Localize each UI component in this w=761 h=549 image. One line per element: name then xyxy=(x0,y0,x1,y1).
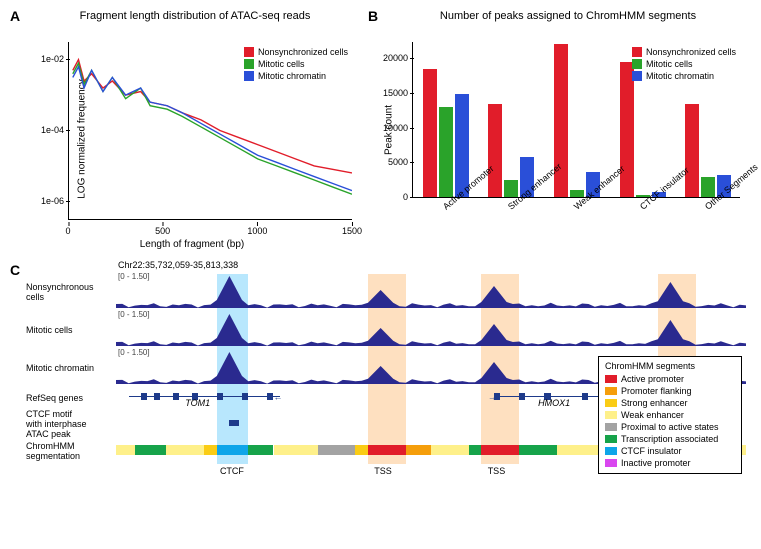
legend-item: Promoter flanking xyxy=(605,385,735,397)
bar xyxy=(488,104,502,197)
line-series xyxy=(73,67,352,191)
panel-a-label: A xyxy=(10,8,20,24)
panel-b-ytick: 15000 xyxy=(376,88,408,98)
panel-b-ytick: 20000 xyxy=(376,53,408,63)
legend-header: ChromHMM segments xyxy=(605,361,735,371)
signal-track: [0 - 1.50] xyxy=(116,272,746,308)
legend-item: Weak enhancer xyxy=(605,409,735,421)
legend-item: Mitotic cells xyxy=(244,58,348,70)
panel-a: A Fragment length distribution of ATAC-s… xyxy=(8,8,358,254)
gene-name: HMOX1 xyxy=(538,398,570,408)
legend-item: Mitotic cells xyxy=(632,58,736,70)
panel-a-title: Fragment length distribution of ATAC-seq… xyxy=(32,10,358,22)
panel-c-label: C xyxy=(10,262,20,278)
bar-group xyxy=(620,62,666,197)
panel-b: B Number of peaks assigned to ChromHMM s… xyxy=(366,8,746,254)
panel-a-xtick: 1500 xyxy=(342,226,362,236)
panel-a-ytick: 1e-06 xyxy=(34,196,64,206)
panel-a-chart: LOG normalized frequency 1e-061e-041e-02… xyxy=(26,24,358,254)
signal-svg xyxy=(116,272,746,308)
panel-b-chart: Peak count 05000100001500020000 Active p… xyxy=(366,24,746,254)
track-range: [0 - 1.50] xyxy=(118,310,150,319)
signal-track: [0 - 1.50] xyxy=(116,310,746,346)
bar xyxy=(423,69,437,197)
panel-c-row-labels: NonsynchronouscellsMitotic cellsMitotic … xyxy=(26,260,116,478)
bar xyxy=(620,62,634,197)
legend-item: Mitotic chromatin xyxy=(244,70,348,82)
panel-a-xtick: 500 xyxy=(155,226,170,236)
bar xyxy=(439,107,453,197)
track-range: [0 - 1.50] xyxy=(118,272,150,281)
panel-b-ytick: 0 xyxy=(376,192,408,202)
legend-item: Inactive promoter xyxy=(605,457,735,469)
panel-b-label: B xyxy=(368,8,378,24)
row-label: Mitotic cells xyxy=(26,312,116,350)
panel-c: C NonsynchronouscellsMitotic cellsMitoti… xyxy=(8,260,746,478)
panel-b-ytick: 10000 xyxy=(376,123,408,133)
bar xyxy=(685,104,699,197)
legend-item: Active promoter xyxy=(605,373,735,385)
highlight-label: CTCF xyxy=(220,466,244,476)
row-label: CTCF motifwith interphaseATAC peak xyxy=(26,410,116,440)
highlight-label: TSS xyxy=(488,466,506,476)
track-range: [0 - 1.50] xyxy=(118,348,150,357)
bar-group xyxy=(488,104,534,197)
panel-a-ytick: 1e-04 xyxy=(34,125,64,135)
legend-item: Nonsynchronized cells xyxy=(632,46,736,58)
row-label: RefSeq genes xyxy=(26,388,116,410)
panel-a-xtick: 0 xyxy=(65,226,70,236)
bar-group xyxy=(554,44,600,197)
legend-item: Mitotic chromatin xyxy=(632,70,736,82)
panel-a-xtick: 1000 xyxy=(247,226,267,236)
panel-a-ytick: 1e-02 xyxy=(34,54,64,64)
row-label: Nonsynchronouscells xyxy=(26,274,116,312)
highlight-label: TSS xyxy=(374,466,392,476)
gene-name: TOM1 xyxy=(185,398,210,408)
panel-a-xlabel: Length of fragment (bp) xyxy=(26,239,358,250)
panel-b-title: Number of peaks assigned to ChromHMM seg… xyxy=(390,10,746,22)
panel-c-legend: ChromHMM segments Active promoterPromoter… xyxy=(598,356,742,474)
panel-b-legend: Nonsynchronized cellsMitotic cellsMitoti… xyxy=(632,46,736,82)
panel-b-ytick: 5000 xyxy=(376,157,408,167)
bar-group xyxy=(685,104,731,197)
legend-item: Nonsynchronized cells xyxy=(244,46,348,58)
signal-svg xyxy=(116,310,746,346)
legend-item: Transcription associated xyxy=(605,433,735,445)
panel-c-coord: Chr22:35,732,059-35,813,338 xyxy=(118,260,746,270)
panel-a-legend: Nonsynchronized cellsMitotic cellsMitoti… xyxy=(244,46,348,82)
legend-item: CTCF insulator xyxy=(605,445,735,457)
figure: A Fragment length distribution of ATAC-s… xyxy=(8,8,753,478)
panel-b-xticks: Active promoterStrong enhancerWeak enhan… xyxy=(412,198,740,254)
row-label: Mitotic chromatin xyxy=(26,350,116,388)
bar-group xyxy=(423,69,469,197)
legend-item: Strong enhancer xyxy=(605,397,735,409)
row-label: ChromHMMsegmentation xyxy=(26,440,116,464)
legend-item: Proximal to active states xyxy=(605,421,735,433)
